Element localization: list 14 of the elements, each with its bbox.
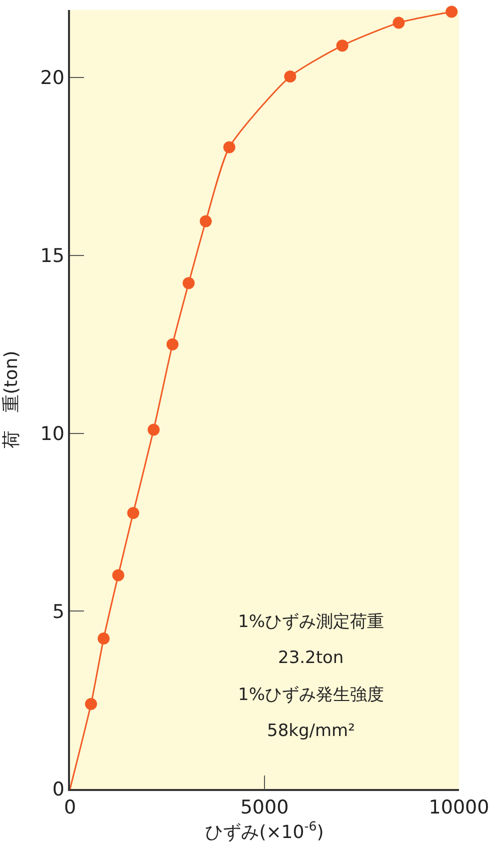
- x-tick-label: 5000: [240, 796, 289, 819]
- annotation: 1%ひずみ発生強度: [238, 685, 384, 705]
- y-tick-label: 10: [40, 422, 64, 445]
- y-tick-label: 5: [52, 600, 64, 623]
- x-axis-title: ひずみ(×10$^{-6}$): [205, 818, 324, 844]
- annotation: 58kg/mm²: [267, 721, 355, 741]
- annotation: 23.2ton: [278, 648, 344, 668]
- y-tick-label: 15: [40, 245, 64, 268]
- x-tick-label: 10000: [428, 796, 490, 819]
- y-tick-label: 0: [52, 778, 64, 801]
- y-tick-label: 20: [40, 67, 64, 90]
- point: [446, 6, 458, 18]
- y-axis-title: 荷 重(ton): [0, 350, 22, 448]
- annotation: 1%ひずみ測定荷重: [238, 612, 384, 632]
